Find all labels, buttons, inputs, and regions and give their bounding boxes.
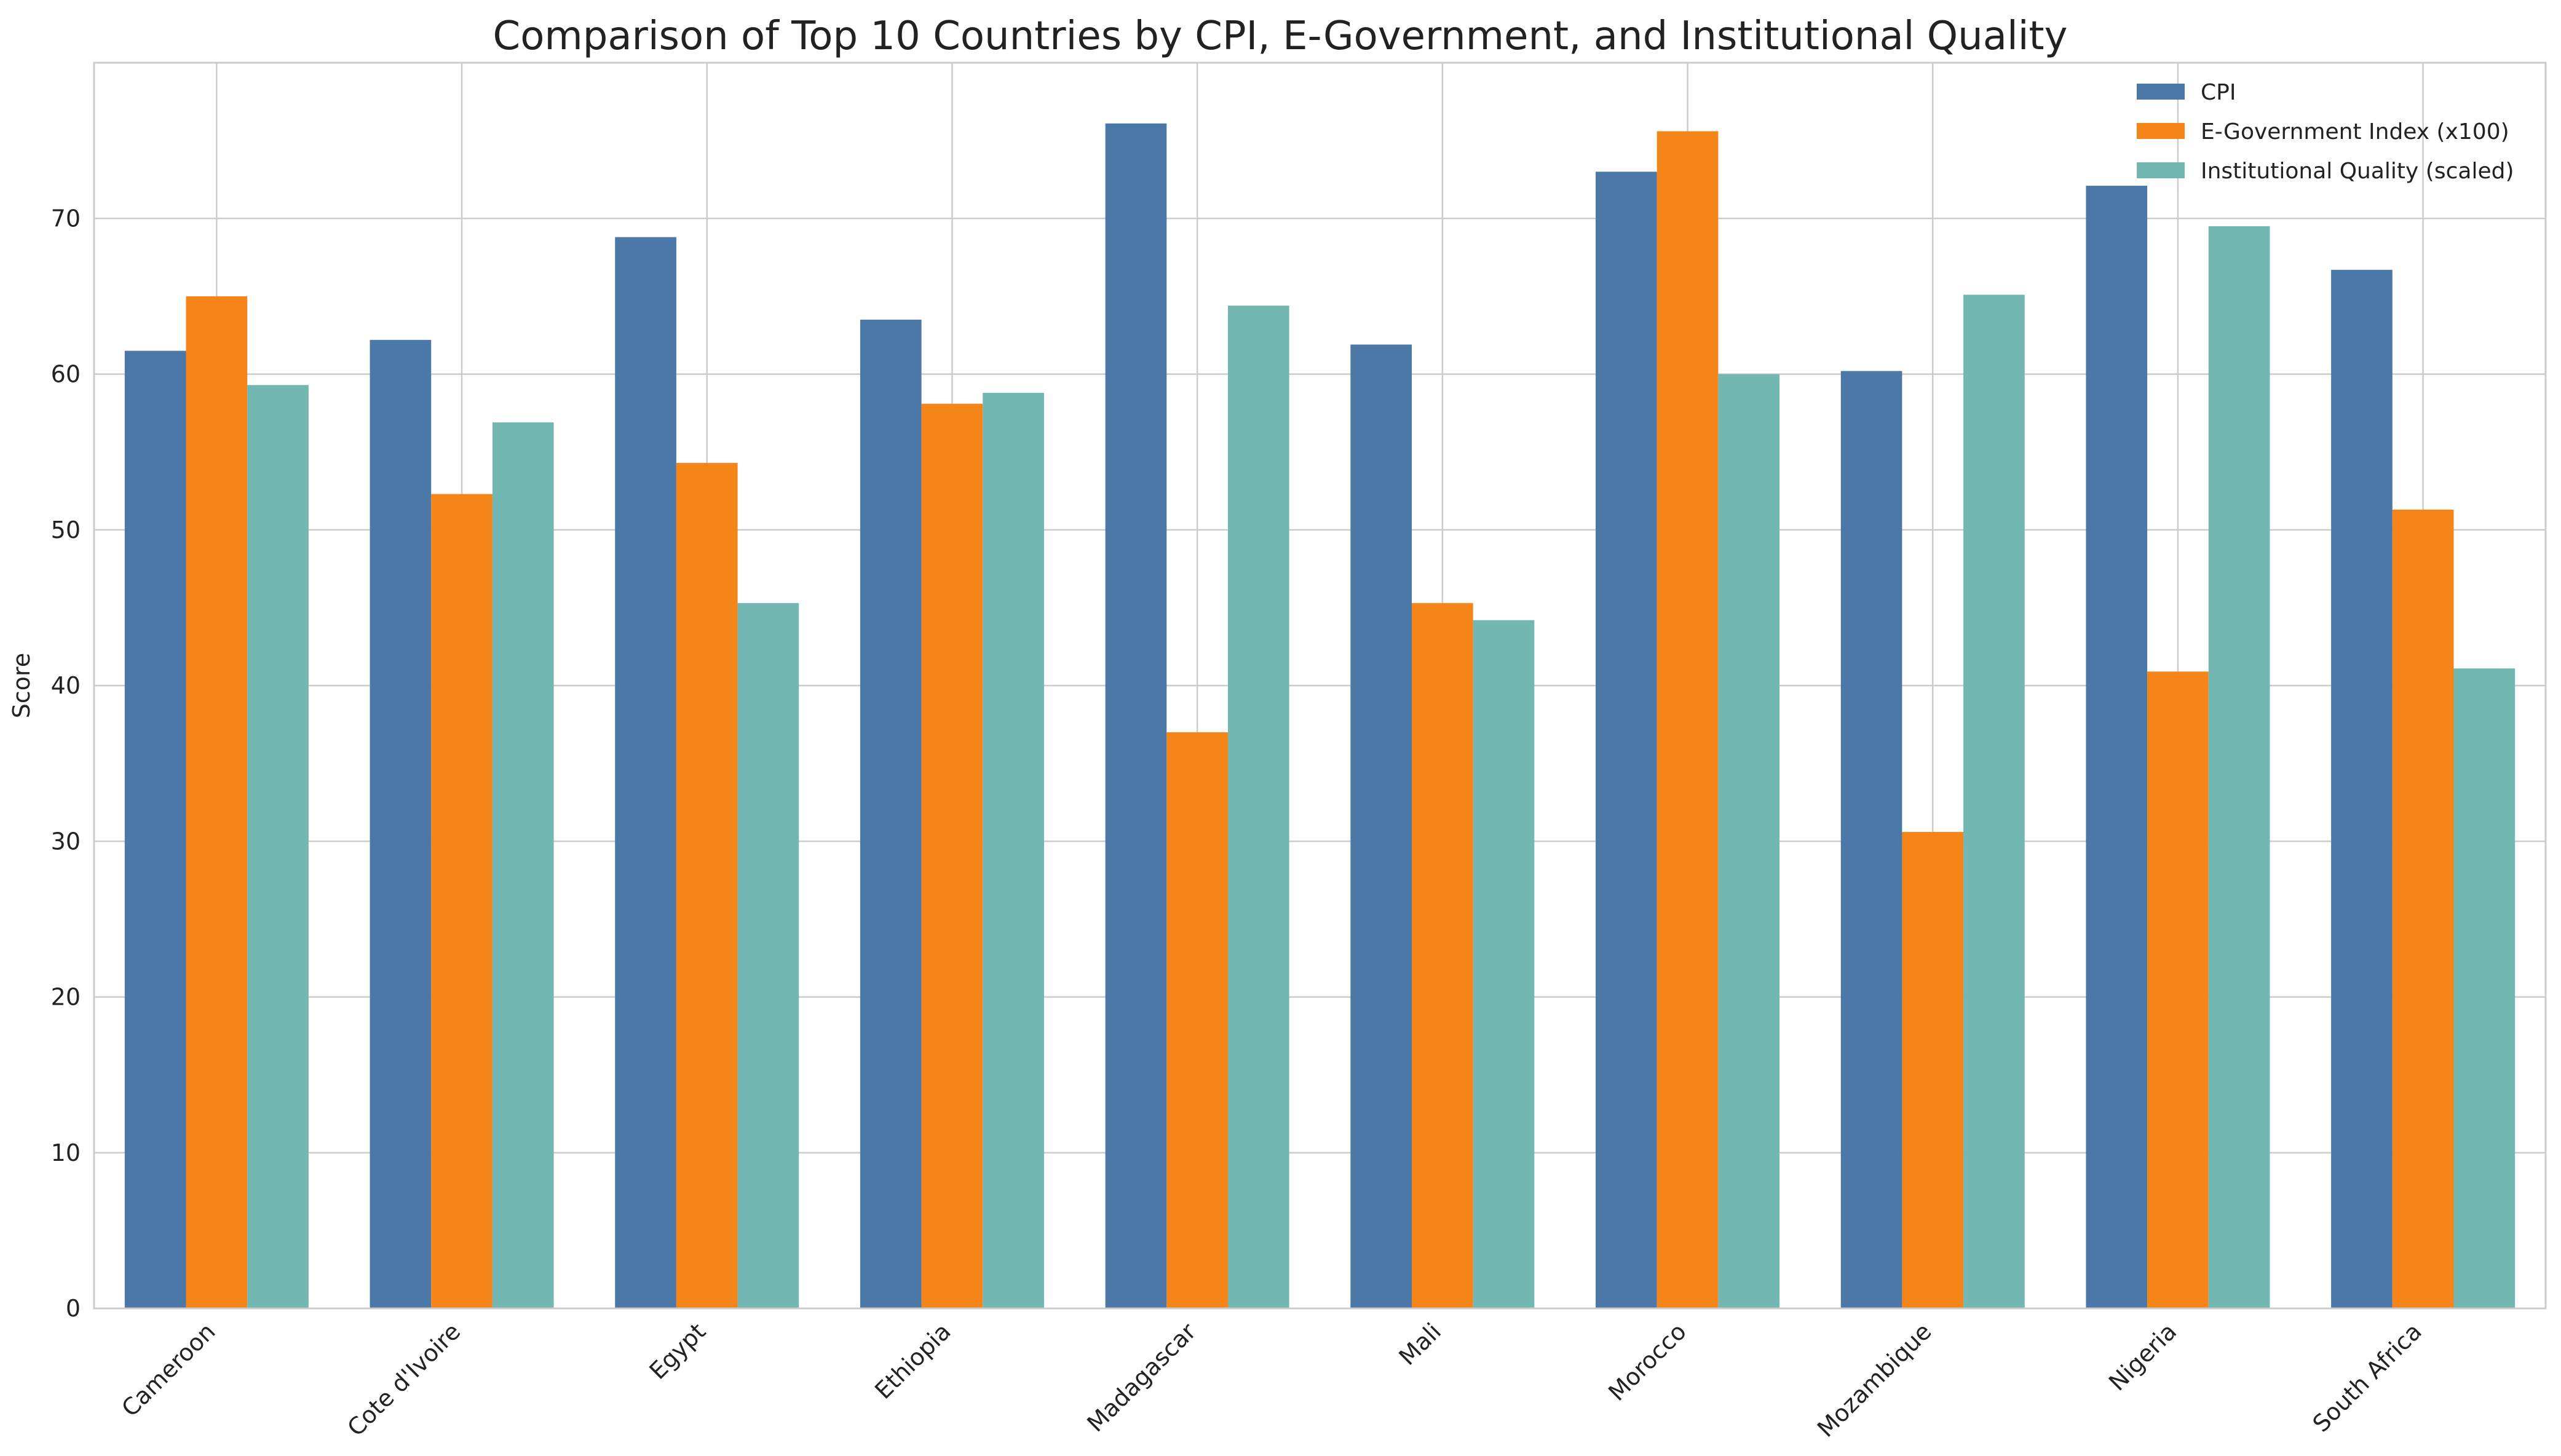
bar (615, 237, 676, 1308)
bar (860, 319, 922, 1308)
y-tick-label: 10 (51, 1139, 81, 1166)
legend: CPI E-Government Index (x100) Institutiona… (2137, 80, 2514, 184)
bar (1840, 371, 1902, 1308)
bar (2453, 668, 2515, 1308)
plot-frame (93, 61, 2547, 1310)
x-tick-label: Egypt (644, 1318, 711, 1385)
legend-label: Institutional Quality (scaled) (2201, 159, 2514, 184)
x-tick-label: Mali (1394, 1318, 1447, 1371)
x-tick-label: Morocco (1603, 1318, 1692, 1406)
legend-label: E-Government Index (x100) (2201, 119, 2509, 144)
bar (1902, 832, 1964, 1308)
y-tick-label: 60 (51, 361, 81, 388)
bar (1166, 732, 1228, 1308)
bar (921, 403, 983, 1309)
bar (1350, 344, 1412, 1308)
bar (2208, 226, 2270, 1309)
x-tick-label: Mozambique (1812, 1318, 1937, 1442)
bar (983, 392, 1044, 1308)
bar (431, 494, 493, 1309)
x-tick-label: South Africa (2308, 1318, 2427, 1437)
x-tick-label: Cote d'Ivoire (342, 1318, 465, 1441)
bar (186, 296, 248, 1308)
x-tick-label: Ethiopia (869, 1318, 956, 1404)
bar (2086, 186, 2148, 1308)
x-tick-label: Nigeria (2104, 1318, 2182, 1396)
legend-label: CPI (2201, 80, 2236, 105)
x-tick-label: Cameroon (116, 1318, 220, 1422)
y-tick-label: 70 (51, 205, 81, 232)
bar (2147, 671, 2209, 1308)
bar (1963, 295, 2025, 1308)
bar (492, 422, 554, 1308)
bar (2392, 509, 2454, 1308)
bars (124, 123, 2515, 1309)
y-axis-label: Score (8, 653, 35, 718)
bar (1596, 172, 1657, 1308)
bar (247, 385, 309, 1308)
bar (737, 603, 799, 1308)
bar (1227, 306, 1289, 1308)
chart-title: Comparison of Top 10 Countries by CPI, E… (493, 14, 2068, 59)
x-axis-ticks: Cameroon Cote d'Ivoire Egypt Ethiopia Madaga… (116, 1318, 2427, 1442)
legend-swatch (2137, 123, 2185, 139)
legend-swatch (2137, 162, 2185, 178)
bar (370, 339, 432, 1309)
x-tick-label: Madagascar (1082, 1318, 1201, 1437)
legend-swatch (2137, 84, 2185, 100)
y-tick-label: 20 (51, 984, 81, 1011)
bar (1718, 374, 1780, 1308)
bar (2331, 269, 2393, 1308)
bar (124, 350, 186, 1309)
y-tick-label: 40 (51, 672, 81, 699)
bar (1105, 123, 1167, 1309)
y-tick-label: 50 (51, 516, 81, 544)
y-tick-label: 0 (66, 1295, 81, 1322)
bar (1473, 620, 1535, 1308)
bar (1412, 603, 1473, 1308)
y-tick-label: 30 (51, 828, 81, 855)
y-axis-ticks: 0 10 20 30 40 50 60 70 (51, 205, 81, 1322)
bar (676, 462, 738, 1308)
bar (1657, 131, 1719, 1309)
